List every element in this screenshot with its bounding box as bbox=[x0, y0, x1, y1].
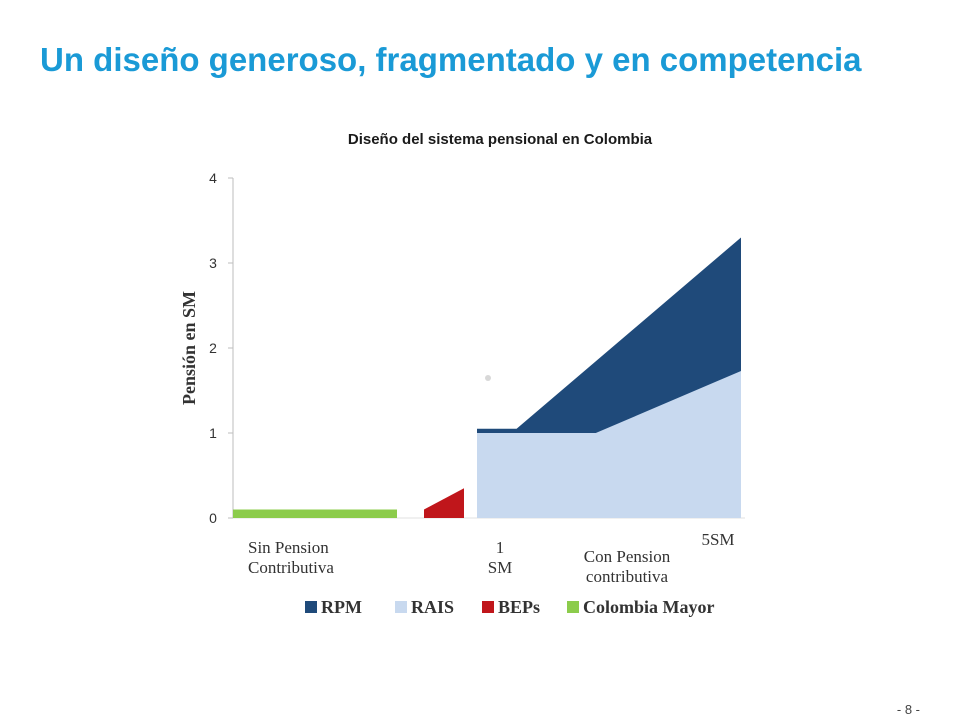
marker-dot bbox=[485, 375, 491, 381]
legend-label: Colombia Mayor bbox=[583, 597, 714, 617]
y-tick-label: 1 bbox=[209, 425, 217, 441]
y-tick-label: 3 bbox=[209, 255, 217, 271]
series-areas bbox=[233, 237, 741, 518]
area-beps bbox=[424, 488, 464, 518]
x-label-5sm: 5SM bbox=[701, 530, 734, 549]
legend-label: RAIS bbox=[411, 597, 454, 617]
y-axis-ticks: 0 1 2 3 4 bbox=[209, 170, 233, 526]
legend-swatch bbox=[482, 601, 494, 613]
legend-swatch bbox=[395, 601, 407, 613]
y-tick-label: 0 bbox=[209, 510, 217, 526]
chart-title: Diseño del sistema pensional en Colombia bbox=[347, 131, 653, 148]
page-number: - 8 - bbox=[896, 702, 920, 717]
area-rais bbox=[477, 370, 741, 518]
chart-legend: RPM RAIS BEPs Colombia Mayor bbox=[305, 597, 714, 617]
legend-label: BEPs bbox=[498, 597, 540, 617]
area-colombia-mayor bbox=[233, 509, 397, 518]
y-axis-label: Pensión en SM bbox=[179, 291, 199, 405]
slide-title: Un diseño generoso, fragmentado y en com… bbox=[40, 41, 862, 78]
legend-label: RPM bbox=[321, 597, 362, 617]
x-label-sin-pension: Sin Pension Contributiva bbox=[248, 538, 334, 577]
x-label-1sm: 1 SM bbox=[488, 538, 513, 577]
y-tick-label: 2 bbox=[209, 340, 217, 356]
y-tick-label: 4 bbox=[209, 170, 217, 186]
legend-swatch bbox=[305, 601, 317, 613]
x-label-con-pension: Con Pension contributiva bbox=[584, 547, 671, 586]
legend-swatch bbox=[567, 601, 579, 613]
